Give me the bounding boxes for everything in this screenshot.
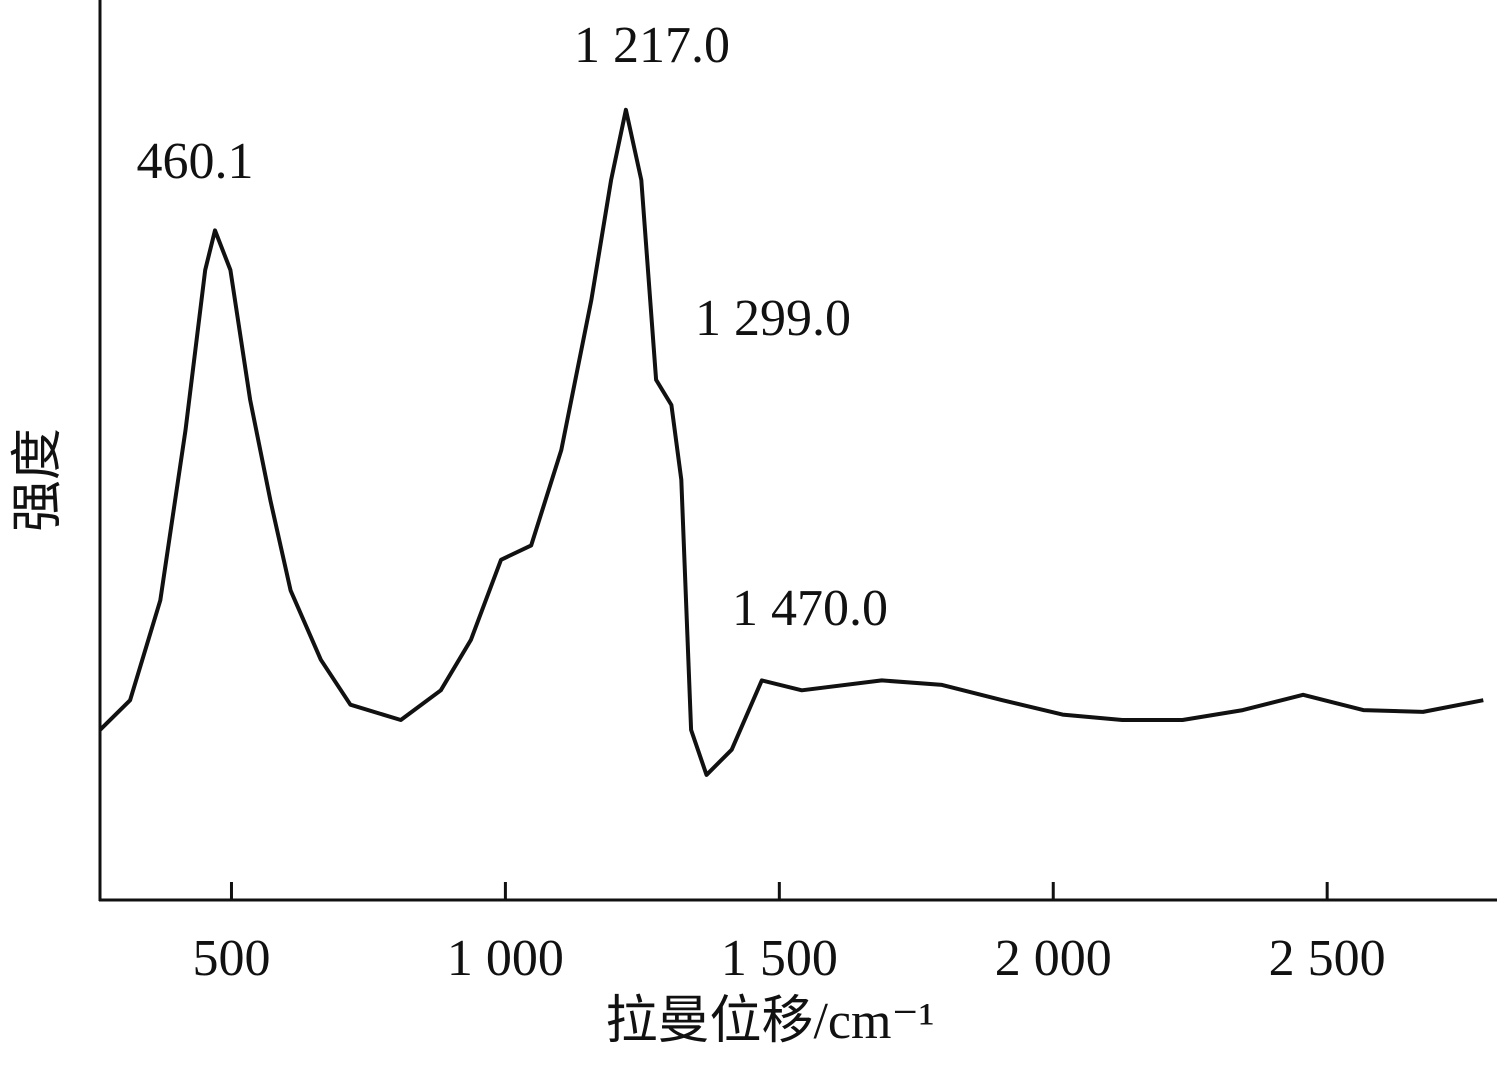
x-axis-label: 拉曼位移/cm⁻¹	[605, 993, 934, 1050]
x-tick-label: 1 500	[721, 930, 838, 987]
x-tick-label: 2 000	[995, 930, 1112, 987]
peak-annotation: 1 299.0	[695, 290, 851, 347]
spectrum-line	[98, 107, 1484, 777]
peak-annotation: 460.1	[137, 133, 254, 190]
y-axis-label: 强度	[10, 428, 67, 532]
x-tick-label: 500	[192, 930, 270, 987]
peak-annotation: 1 470.0	[732, 580, 888, 637]
x-tick-label: 2 500	[1269, 930, 1386, 987]
x-tick-label: 1 000	[447, 930, 564, 987]
peak-annotation: 1 217.0	[574, 17, 730, 74]
